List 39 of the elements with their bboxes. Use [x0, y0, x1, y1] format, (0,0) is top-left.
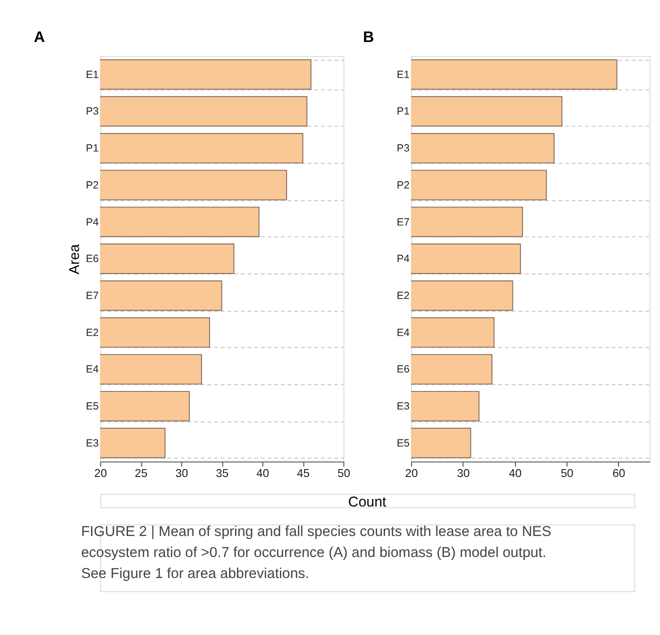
y-tick-label: P4	[396, 254, 410, 266]
y-tick-label: E5	[86, 402, 99, 413]
x-tick-label: 35	[216, 468, 229, 480]
x-tick-label: 60	[612, 468, 626, 480]
y-tick-label: E6	[396, 364, 410, 376]
y-axis-title: Area	[67, 244, 84, 274]
x-tick-label: 45	[296, 468, 310, 480]
chart-title: A	[34, 28, 45, 46]
y-tick-label: E7	[396, 217, 410, 228]
y-tick-label: P1	[86, 144, 99, 155]
y-tick-label: P2	[396, 180, 410, 192]
y-tick-label: E2	[396, 290, 410, 302]
y-tick-label: E1	[86, 70, 99, 81]
y-tick-label: P4	[86, 217, 99, 228]
y-tick-label: P3	[396, 144, 410, 155]
y-tick-label: E7	[86, 290, 99, 302]
y-tick-label: P2	[86, 180, 99, 192]
y-tick-label: E6	[86, 254, 99, 266]
x-axis-title: Count	[348, 494, 386, 510]
x-tick-label: 30	[457, 468, 470, 480]
x-tick-label: 20	[405, 468, 418, 480]
y-tick-label: P3	[86, 106, 99, 118]
x-tick-label: 40	[508, 468, 522, 480]
x-tick-label: 20	[94, 468, 107, 480]
x-tick-label: 25	[134, 468, 148, 480]
x-tick-label: 50	[337, 468, 350, 480]
x-tick-label: 30	[175, 468, 188, 480]
y-tick-label: E5	[396, 438, 410, 450]
x-tick-label: 40	[256, 468, 270, 480]
y-tick-label: E2	[86, 328, 99, 339]
caption: FIGURE 2 | Mean of spring and fall species counts with lease area to NES ecosystem ratio of >0.7 for occurrence (A) and biomass (B) model output. See Figure 1 for area abbreviations.	[81, 524, 552, 582]
chart-title: B	[362, 28, 374, 46]
y-tick-label: E4	[396, 328, 410, 339]
x-tick-label: 50	[560, 468, 574, 480]
y-tick-label: E1	[396, 70, 410, 81]
y-tick-label: E3	[396, 402, 410, 413]
y-tick-label: P1	[396, 106, 410, 118]
y-tick-label: E3	[86, 438, 99, 450]
y-tick-label: E4	[86, 364, 99, 376]
